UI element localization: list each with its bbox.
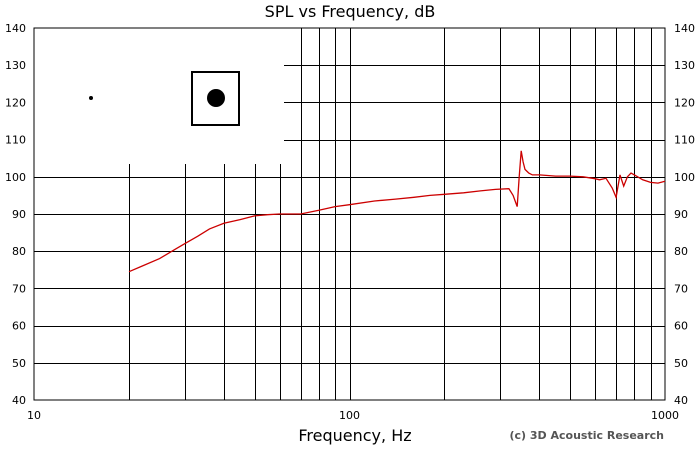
- y-tick-label-right: 130: [674, 59, 695, 72]
- y-tick-label-right: 120: [674, 96, 695, 109]
- y-tick-label-right: 140: [674, 22, 695, 35]
- chart-title: SPL vs Frequency, dB: [265, 2, 436, 21]
- x-tick-label: 100: [339, 409, 360, 422]
- y-axis-right-labels: 40 50 60 70 80 90 100 110 120 130 140: [674, 22, 695, 407]
- y-tick-label-right: 40: [674, 394, 688, 407]
- speaker-inset: [34, 28, 284, 164]
- x-axis-labels: 10 100 1000: [27, 409, 679, 422]
- y-axis-left-labels: 40 50 60 70 80 90 100 110 120 130 140: [5, 22, 26, 407]
- y-tick-label-left: 90: [12, 208, 26, 221]
- driver-circle: [207, 89, 225, 107]
- y-tick-label-left: 130: [5, 59, 26, 72]
- y-tick-label-right: 60: [674, 320, 688, 333]
- y-tick-label-left: 50: [12, 357, 26, 370]
- y-tick-label-right: 100: [674, 171, 695, 184]
- y-tick-label-left: 100: [5, 171, 26, 184]
- y-tick-label-right: 70: [674, 282, 688, 295]
- y-tick-label-right: 80: [674, 245, 688, 258]
- y-tick-label-left: 110: [5, 134, 26, 147]
- y-tick-label-right: 90: [674, 208, 688, 221]
- y-tick-label-left: 120: [5, 96, 26, 109]
- y-tick-label-left: 140: [5, 22, 26, 35]
- x-tick-label: 10: [27, 409, 41, 422]
- tweeter-dot: [89, 96, 93, 100]
- x-axis-title: Frequency, Hz: [298, 426, 411, 445]
- inset-background: [34, 28, 284, 164]
- y-tick-label-right: 110: [674, 134, 695, 147]
- y-tick-label-left: 40: [12, 394, 26, 407]
- y-tick-label-left: 80: [12, 245, 26, 258]
- credit-text: (c) 3D Acoustic Research: [509, 429, 664, 442]
- y-tick-label-right: 50: [674, 357, 688, 370]
- spl-series-line: [128, 150, 666, 273]
- plot-frame: [33, 27, 666, 401]
- y-tick-label-left: 60: [12, 320, 26, 333]
- x-tick-label: 1000: [651, 409, 679, 422]
- y-tick-label-left: 70: [12, 282, 26, 295]
